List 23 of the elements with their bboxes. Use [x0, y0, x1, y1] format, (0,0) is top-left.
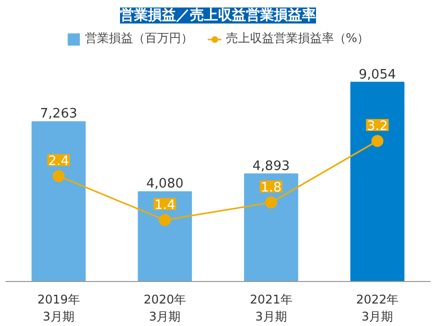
- data-label: 9,054: [358, 67, 396, 82]
- bar: [138, 191, 192, 282]
- data-label: 3.2: [367, 118, 388, 134]
- data-label: 4,893: [252, 158, 290, 174]
- point: [265, 196, 278, 208]
- point: [371, 134, 384, 147]
- data-label: 1.8: [260, 180, 282, 196]
- legend-label: 営業損益（百万円）: [84, 30, 193, 47]
- x-tick-label: 2022年 3月期: [356, 292, 399, 324]
- legend-label: 売上収益営業損益率（%）: [226, 30, 370, 47]
- data-label: 2.4: [48, 154, 69, 170]
- x-tick-label: 2019年 3月期: [37, 292, 80, 324]
- bar: [244, 173, 298, 282]
- data-label: 7,263: [40, 106, 78, 122]
- x-tick-label: 2021年 3月期: [250, 292, 292, 324]
- chart-title: 営業損益／売上収益営業損益率: [120, 6, 316, 24]
- x-tick-label: 2020年 3月期: [144, 292, 186, 324]
- data-label: 4,080: [146, 176, 184, 192]
- data-label: 1.4: [154, 198, 176, 214]
- point: [158, 214, 171, 226]
- bar: [350, 82, 404, 282]
- point: [52, 170, 65, 182]
- bar: [32, 121, 86, 282]
